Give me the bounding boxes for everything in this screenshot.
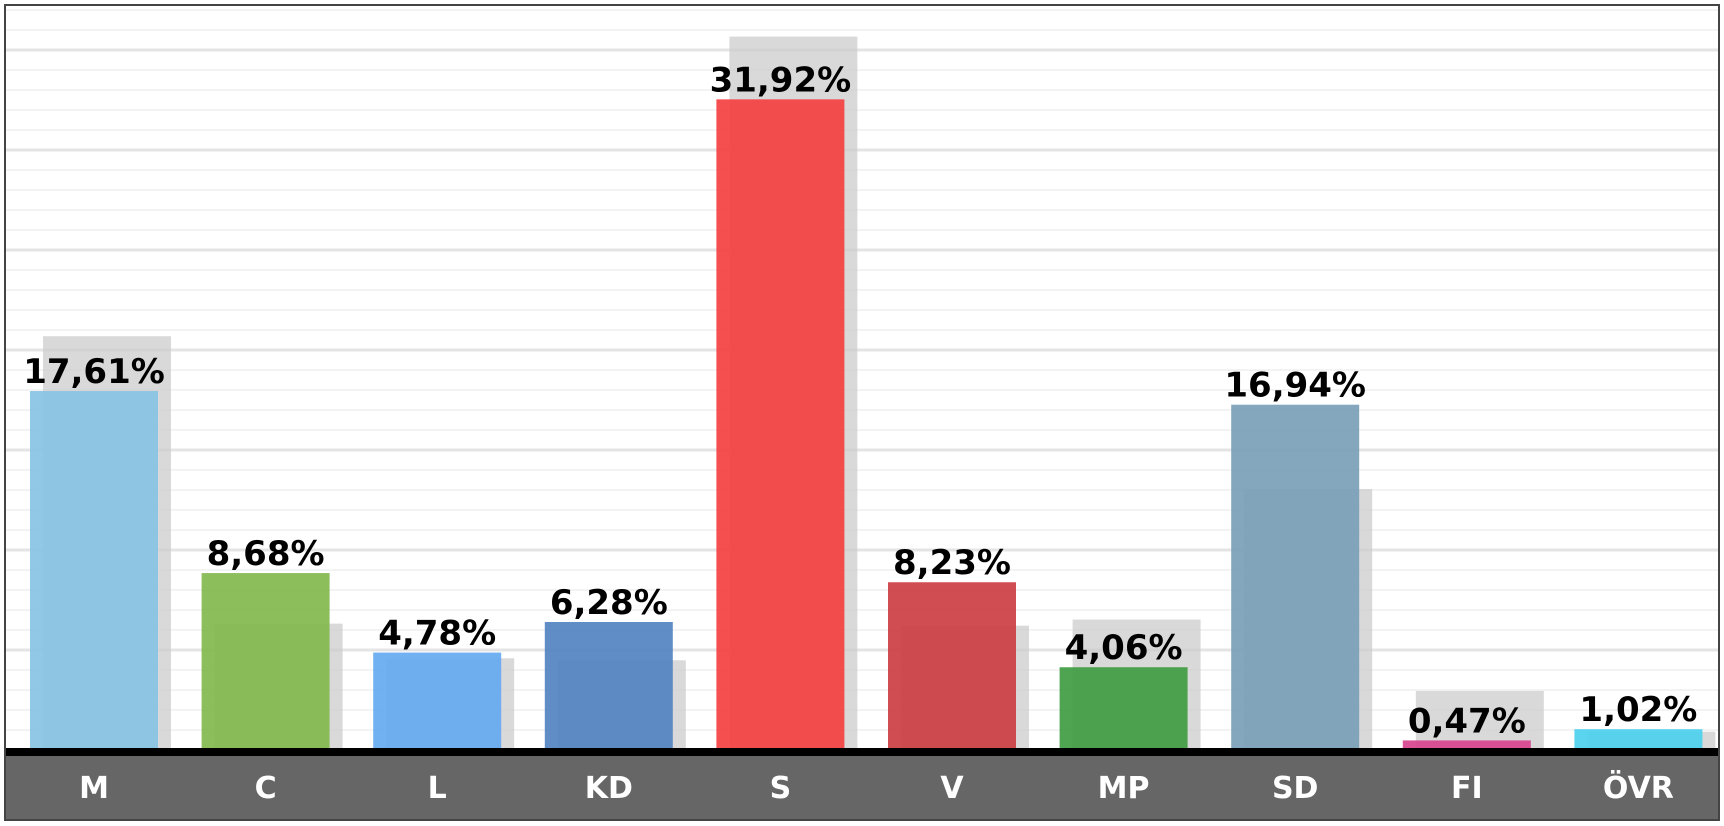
x-axis-line (6, 748, 1718, 756)
value-label-mp: 4,06% (1065, 628, 1183, 668)
bar-övr (1574, 729, 1703, 750)
tick-label-m: M (79, 771, 109, 806)
value-label-v: 8,23% (893, 543, 1011, 583)
bar-kd (544, 621, 673, 750)
bar-s (716, 99, 845, 751)
bar-m (30, 391, 158, 750)
bar-mp (1059, 667, 1188, 750)
category-band (6, 754, 1718, 820)
bar-c (201, 573, 330, 750)
value-label-m: 17,61% (23, 352, 165, 392)
value-label-sd: 16,94% (1224, 366, 1366, 406)
value-labels: 17,61% 8,68% 4,78% 6,28% 31,92% 8,23% 4,06% 16,… (23, 60, 1697, 741)
tick-label-v: V (940, 771, 964, 806)
category-labels: M C L KD S V MP SD FI ÖVR (79, 769, 1674, 806)
value-label-l: 4,78% (378, 614, 496, 654)
tick-label-kd: KD (585, 771, 633, 806)
tick-label-l: L (428, 771, 447, 806)
value-label-fi: 0,47% (1408, 701, 1526, 741)
bar-fi (1402, 740, 1531, 750)
value-label-övr: 1,02% (1579, 690, 1697, 730)
value-label-s: 31,92% (710, 60, 852, 100)
tick-label-s: S (770, 771, 792, 806)
bar-sd (1231, 404, 1360, 750)
value-label-kd: 6,28% (550, 583, 668, 623)
tick-label-sd: SD (1272, 771, 1319, 806)
tick-label-fi: FI (1451, 771, 1483, 806)
tick-label-övr: ÖVR (1603, 769, 1674, 806)
tick-label-mp: MP (1098, 771, 1150, 806)
comparison-bar-fi (1415, 690, 1544, 750)
tick-label-c: C (255, 771, 277, 806)
value-label-c: 8,68% (207, 534, 325, 574)
result-bars (30, 99, 1703, 751)
bar-l (373, 652, 502, 750)
chart-border (4, 4, 1720, 821)
bar-v (888, 582, 1016, 750)
